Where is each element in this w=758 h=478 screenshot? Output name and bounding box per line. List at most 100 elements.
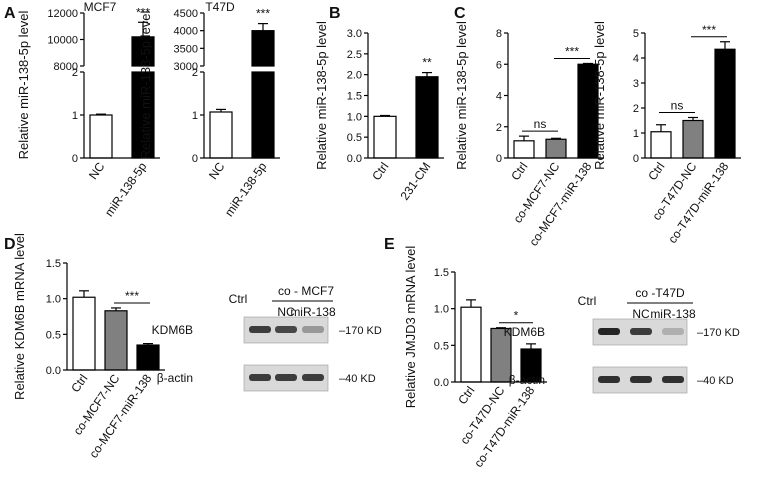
y-tick-label: 2.0: [347, 70, 362, 82]
y-axis-label: Relative KDM6B mRNA level: [12, 233, 27, 400]
significance-label: ns: [671, 99, 684, 113]
blot-band: [630, 376, 652, 383]
y-axis-label: Relative JMJD3 mRNA level: [403, 246, 418, 409]
bar-upper-segment: [251, 30, 275, 67]
x-tick-label: Ctrl: [645, 160, 667, 183]
panel-letter-e: E: [384, 236, 395, 253]
y-tick-label: 4: [633, 53, 639, 65]
bar: [72, 296, 96, 371]
significance-label: ***: [565, 44, 579, 58]
y-tick-label: 8: [496, 28, 502, 40]
blot-group-label: co -T47D: [635, 286, 685, 300]
x-tick-label: NC: [206, 159, 228, 182]
y-tick-label: 0: [192, 153, 198, 165]
blot-band: [275, 374, 297, 381]
y-tick-label: 0.5: [46, 329, 61, 341]
y-tick-label: 1: [72, 110, 78, 122]
blot-marker-label: –40 KD: [697, 375, 734, 387]
y-tick-label: 0.5: [347, 132, 362, 144]
blot-lane-label: NC: [632, 307, 650, 321]
blot-marker-label: –170 KD: [339, 325, 382, 337]
blot-band: [302, 374, 324, 381]
y-tick-label: 0: [496, 153, 502, 165]
blot-protein-label: β-actin: [509, 373, 545, 387]
significance-label: ***: [125, 289, 139, 303]
blot-lane-label: Ctrl: [229, 292, 248, 306]
y-tick-label: 8000: [54, 61, 78, 73]
bar: [513, 140, 535, 159]
y-tick-label: 2: [496, 122, 502, 134]
blot-band: [302, 326, 324, 333]
blot-marker-label: –40 KD: [339, 373, 376, 385]
y-tick-label: 1.5: [434, 267, 449, 279]
y-tick-label: 4500: [174, 8, 198, 20]
y-tick-label: 2: [72, 67, 78, 79]
y-tick-label: 0.5: [434, 340, 449, 352]
blot-lane-label: miR-138: [650, 307, 696, 321]
x-tick-label: miR-138-5p: [222, 159, 270, 219]
bar: [545, 138, 567, 159]
y-axis-label: Relative miR-138-5p level: [592, 21, 607, 170]
bar: [373, 115, 397, 159]
blot-band: [598, 376, 620, 383]
y-tick-label: 1.0: [46, 294, 61, 306]
y-tick-label: 1: [633, 128, 639, 140]
bar: [104, 310, 128, 371]
y-tick-label: 1.0: [434, 304, 449, 316]
blot-lane-label: miR-138: [290, 305, 336, 319]
x-tick-label: NC: [86, 159, 108, 182]
x-tick-label: Ctrl: [455, 384, 477, 407]
y-tick-label: 6: [496, 59, 502, 71]
y-tick-label: 12000: [47, 8, 78, 20]
significance-label: ***: [136, 5, 150, 19]
blot-protein-label: KDM6B: [152, 323, 193, 337]
blot-group-label: co - MCF7: [278, 284, 334, 298]
y-tick-label: 0: [633, 153, 639, 165]
y-tick-label: 1.5: [347, 91, 362, 103]
bar: [460, 306, 482, 383]
y-tick-label: 0.0: [434, 377, 449, 389]
y-tick-label: 3.0: [347, 28, 362, 40]
significance-label: ***: [256, 7, 270, 21]
panel-letter-b: B: [329, 5, 341, 22]
blot-marker-label: –170 KD: [697, 327, 740, 339]
blot-band: [249, 326, 271, 333]
x-tick-label: Ctrl: [68, 372, 90, 395]
chart-title: T47D: [205, 0, 235, 14]
significance-label: ns: [534, 117, 547, 131]
bar: [682, 119, 704, 159]
y-tick-label: 1.5: [46, 258, 61, 270]
bar: [714, 48, 736, 159]
y-tick-label: 10000: [47, 35, 78, 47]
blot-protein-label: β-actin: [157, 371, 193, 385]
y-axis-label: Relative miR-138-5p level: [454, 21, 469, 170]
y-tick-label: 2: [192, 67, 198, 79]
y-tick-label: 4: [496, 91, 502, 103]
y-tick-label: 1.0: [347, 111, 362, 123]
x-tick-label: Ctrl: [508, 160, 530, 183]
blot-protein-label: KDM6B: [504, 325, 545, 339]
y-tick-label: 0.0: [347, 153, 362, 165]
blot-band: [662, 328, 684, 335]
y-axis-label: Relative miR-138-5p level: [314, 21, 329, 170]
x-tick-label: 231-CM: [398, 160, 434, 203]
panel-letter-d: D: [4, 236, 16, 253]
panel-letter-a: A: [4, 5, 16, 22]
y-axis-label: Relative miR-138-5p level: [16, 10, 31, 159]
bar-lower-segment: [251, 71, 275, 159]
significance-label: *: [514, 309, 519, 323]
blot-lane-label: Ctrl: [578, 294, 597, 308]
y-tick-label: 3500: [174, 43, 198, 55]
y-tick-label: 0.0: [46, 365, 61, 377]
blot-band: [630, 328, 652, 335]
bar: [89, 114, 113, 159]
y-tick-label: 2: [633, 103, 639, 115]
x-tick-label: miR-138-5p: [102, 159, 150, 219]
y-tick-label: 5: [633, 28, 639, 40]
panel-letter-c: C: [454, 5, 466, 22]
blot-band: [249, 374, 271, 381]
x-tick-label: Ctrl: [369, 160, 391, 183]
blot-lane-label: NC: [277, 305, 295, 319]
bar: [650, 131, 672, 159]
